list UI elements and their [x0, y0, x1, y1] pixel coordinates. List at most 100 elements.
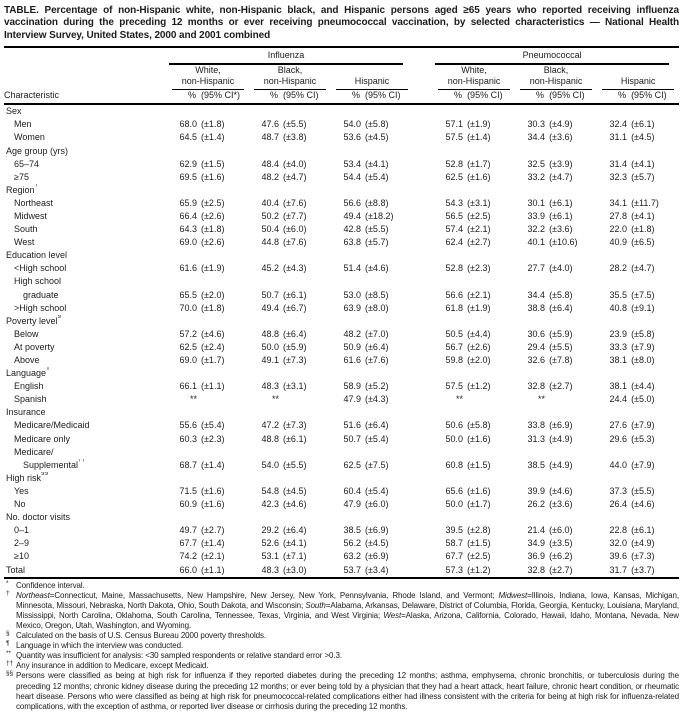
- table-row: South 64.3 (±1.8) 50.4 (±6.0) 42.8 (±5.5) 57.4(…: [4, 223, 679, 236]
- value-ci: (±2.8): [467, 525, 491, 536]
- value-ci: (±3.9): [549, 158, 573, 169]
- value-ci: [197, 145, 249, 158]
- value-ci: [361, 104, 413, 118]
- value-ci: [361, 145, 413, 158]
- value-ci: (±1.4): [467, 132, 491, 143]
- value-percent: [597, 472, 627, 485]
- row-label: Northeast: [14, 197, 54, 208]
- value-ci: (±4.0): [549, 263, 573, 274]
- row-label: No: [14, 499, 26, 510]
- value-percent: [167, 104, 197, 118]
- ci-header: (95% CI*): [197, 89, 249, 106]
- value-ci: [361, 315, 413, 328]
- value-ci: [627, 145, 679, 158]
- value-ci: (±6.4): [283, 525, 307, 536]
- value-ci: (±1.6): [467, 433, 491, 444]
- value-percent: [515, 104, 545, 118]
- value-percent: 68.7: [179, 459, 197, 470]
- value-ci: (±1.8): [201, 302, 225, 313]
- value-ci: (±4.5): [283, 485, 307, 496]
- value-ci: (±6.4): [283, 328, 307, 339]
- value-ci: (±7.1): [283, 551, 307, 562]
- value-ci: (±3.6): [549, 499, 573, 510]
- column-gap: [413, 419, 433, 432]
- value-percent: 53.7: [343, 564, 361, 575]
- footnote-marker: §: [57, 314, 62, 319]
- value-percent: 49.4: [343, 210, 361, 221]
- row-label: High school: [14, 276, 62, 287]
- value-ci: [361, 367, 413, 380]
- value-percent: 47.6: [261, 119, 279, 130]
- value-percent: [433, 104, 463, 118]
- value-percent: 56.6: [445, 289, 464, 300]
- value-ci: (±4.5): [365, 132, 389, 143]
- subgroup-gap: [413, 65, 433, 90]
- column-gap: [413, 145, 433, 158]
- subgroup-line1: White,: [461, 64, 487, 75]
- value-ci: [197, 104, 249, 118]
- col-header-influenza-white: White, non-Hispanic: [167, 65, 249, 90]
- column-gap: [413, 289, 433, 302]
- value-ci: [463, 511, 515, 524]
- value-percent: 38.1: [609, 355, 628, 365]
- row-label: English: [14, 381, 44, 392]
- value-percent: 49.1: [261, 355, 279, 365]
- row-label: South: [14, 224, 38, 235]
- value-ci: [463, 406, 515, 419]
- value-percent: **: [271, 394, 279, 405]
- footnote-marker: †: [6, 589, 10, 597]
- value-ci: (±2.7): [201, 525, 225, 536]
- value-percent: 50.5: [445, 328, 464, 339]
- value-ci: (±5.5): [631, 485, 655, 496]
- vaccination-coverage-table: Influenza Pneumococcal White, non-Hispani…: [4, 50, 680, 579]
- value-percent: [331, 446, 361, 459]
- footnote-marker: §: [6, 630, 10, 638]
- value-ci: (±5.4): [201, 420, 225, 431]
- value-percent: [597, 249, 627, 262]
- ci-header: (95% CI): [545, 89, 598, 106]
- value-ci: [463, 184, 515, 197]
- value-ci: (±1.6): [201, 499, 225, 510]
- value-percent: 70.0: [179, 302, 197, 313]
- ci-header: (95% CI): [279, 89, 331, 106]
- value-ci: (±5.5): [283, 119, 307, 130]
- value-ci: (±4.7): [631, 263, 655, 274]
- value-ci: (±6.1): [549, 210, 573, 221]
- row-label: Supplemental††: [4, 459, 167, 472]
- value-percent: 48.4: [261, 158, 279, 169]
- value-percent: 65.5: [179, 289, 197, 300]
- value-ci: (±6.0): [365, 499, 389, 510]
- footnote-marker: §§: [6, 670, 14, 678]
- value-percent: 63.8: [343, 237, 361, 248]
- table-row: Below 57.2 (±4.6) 48.8 (±6.4) 48.2 (±7.0) 50.5(…: [4, 328, 679, 341]
- value-ci: (±1.7): [201, 355, 225, 365]
- value-percent: 50.7: [343, 433, 361, 444]
- value-percent: 64.3: [179, 224, 197, 235]
- value-ci: (±1.5): [467, 538, 491, 549]
- value-ci: [545, 367, 597, 380]
- value-percent: **: [538, 394, 546, 405]
- value-ci: (±1.9): [467, 119, 491, 130]
- value-percent: **: [189, 394, 197, 405]
- table-row: Spanish ** ** 47.9 (±4.3) ** ** 24.4 (±5.0): [4, 393, 679, 406]
- value-percent: 57.5: [445, 132, 464, 143]
- value-ci: (±1.7): [467, 499, 491, 510]
- footnote: † Northeast=Connecticut, Maine, Massachus…: [4, 589, 679, 631]
- column-gap: [413, 131, 433, 144]
- value-ci: (±2.6): [201, 210, 225, 221]
- value-ci: (±5.4): [365, 171, 389, 182]
- value-percent: [515, 446, 545, 459]
- value-percent: 36.9: [527, 551, 546, 562]
- value-percent: [433, 367, 463, 380]
- value-ci: (±6.2): [549, 551, 573, 562]
- pneumococcal-group-header: Pneumococcal: [433, 50, 679, 65]
- value-percent: [331, 145, 361, 158]
- row-label: >High school: [14, 302, 67, 313]
- value-percent: 40.4: [261, 197, 279, 208]
- value-percent: 47.9: [343, 394, 361, 405]
- value-percent: 38.8: [527, 302, 546, 313]
- value-ci: (±5.3): [631, 433, 655, 444]
- value-ci: [361, 406, 413, 419]
- section-header-row: Education level: [4, 249, 679, 262]
